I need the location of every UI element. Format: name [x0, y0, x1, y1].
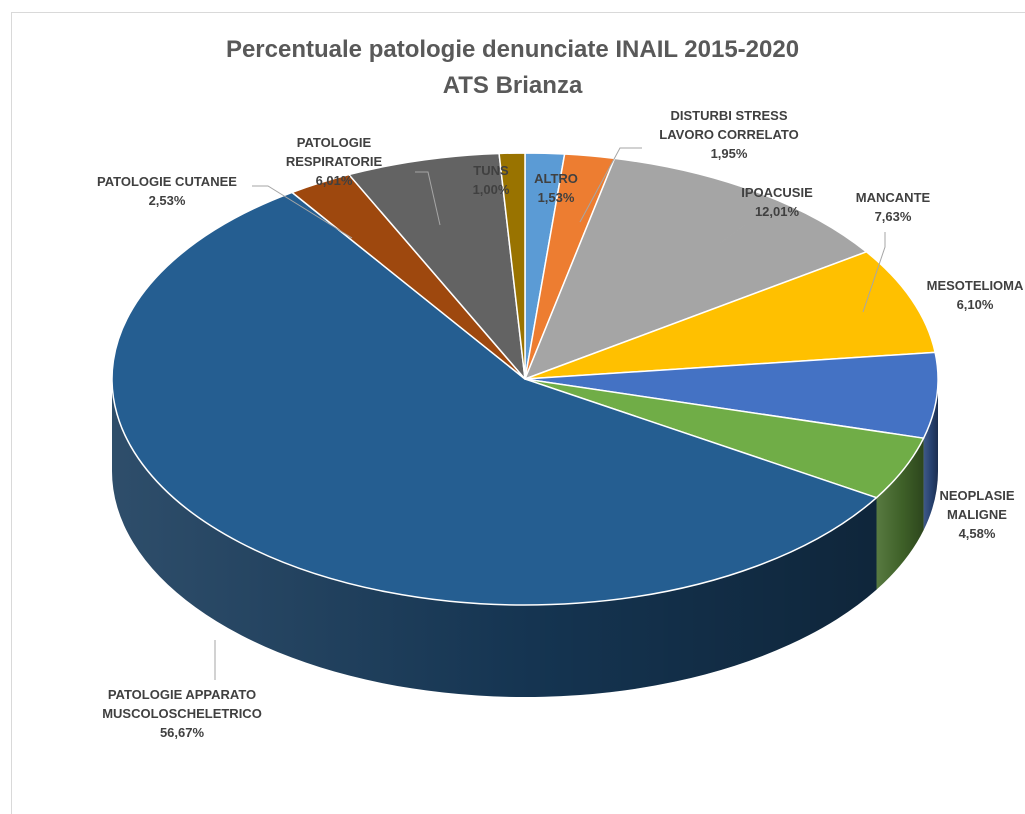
leader-line-patologie-respiratorie [415, 171, 441, 226]
data-label-name-mesotelioma: MESOTELIOMA [927, 278, 1024, 293]
data-label-name-tuns: TUNS [473, 163, 509, 178]
leader-line-mancante [862, 232, 886, 313]
data-label-value-mesotelioma: 6,10% [957, 297, 994, 312]
data-label-value-tuns: 1,00% [473, 182, 510, 197]
slice-tuns [498, 152, 526, 380]
data-label-value-patologie-cutanee: 2,53% [149, 193, 186, 208]
slice-mancante [524, 251, 936, 380]
slice-side-patologie-apparato-muscoloscheletrico-shade [111, 379, 877, 698]
chart-subtitle: ATS Brianza [442, 72, 583, 99]
slice-ipoacusie [524, 157, 868, 380]
data-label-value-mancante: 7,63% [875, 209, 912, 224]
data-label-name-patologie-respiratorie: PATOLOGIE [297, 135, 372, 150]
leader-line-disturbi-stress-lavoro-correlato [579, 147, 642, 223]
leader-line-patologie-cutanee [252, 185, 353, 239]
data-label-value-ipoacusie: 12,01% [755, 204, 800, 219]
data-label-value-altro: 1,53% [538, 190, 575, 205]
slice-patologie-respiratorie [348, 152, 526, 380]
data-label-name-patologie-apparato-muscoloscheletrico: PATOLOGIE APPARATO [108, 687, 256, 702]
data-label-name-ipoacusie: IPOACUSIE [741, 185, 813, 200]
leader-line-ipoacusie [719, 224, 746, 244]
data-label-value-disturbi-stress-lavoro-correlato: 1,95% [711, 146, 748, 161]
data-label-value-neoplasie-maligne: 4,58% [959, 526, 996, 541]
slice-mesotelioma [524, 351, 939, 439]
data-label-name-disturbi-stress-lavoro-correlato: DISTURBI STRESS [670, 108, 787, 123]
data-label-name-patologie-cutanee: PATOLOGIE CUTANEE [97, 174, 237, 189]
data-label-name-neoplasie-maligne: NEOPLASIE [939, 488, 1014, 503]
slice-side-neoplasie-maligne-shade [876, 438, 924, 590]
data-label-name-patologie-apparato-muscoloscheletrico: MUSCOLOSCHELETRICO [102, 706, 262, 721]
data-label-value-patologie-respiratorie: 6,01% [316, 173, 353, 188]
slice-side-mesotelioma-shade [923, 379, 938, 531]
data-label-name-mancante: MANCANTE [856, 190, 931, 205]
chart-title: Percentuale patologie denunciate INAIL 2… [225, 36, 800, 63]
data-label-name-neoplasie-maligne: MALIGNE [947, 507, 1007, 522]
slice-patologie-apparato-muscoloscheletrico [111, 191, 878, 606]
data-label-name-patologie-respiratorie: RESPIRATORIE [286, 154, 383, 169]
data-label-name-altro: ALTRO [534, 171, 578, 186]
data-label-name-disturbi-stress-lavoro-correlato: LAVORO CORRELATO [659, 127, 798, 142]
data-label-value-patologie-apparato-muscoloscheletrico: 56,67% [160, 725, 205, 740]
